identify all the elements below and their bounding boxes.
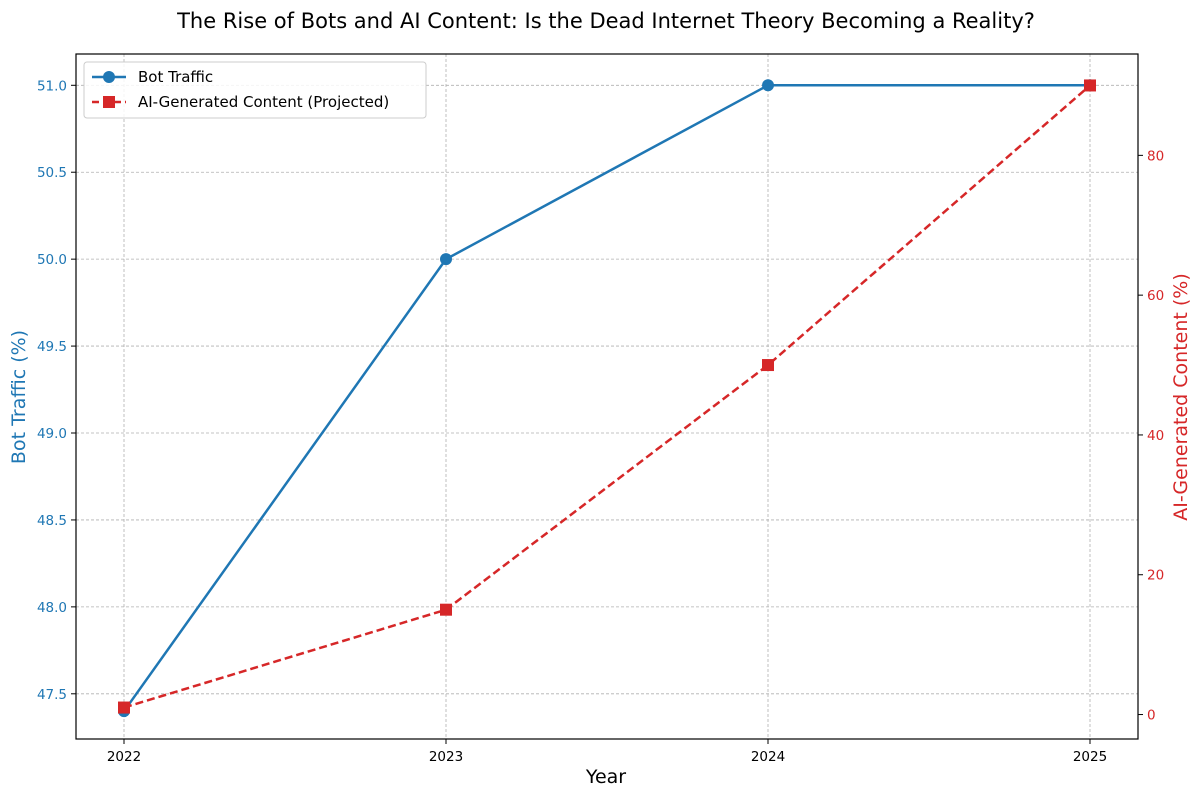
x-tick-label: 2024 — [751, 749, 785, 765]
left-y-tick-label: 48.5 — [37, 513, 67, 529]
series-layer — [118, 79, 1096, 718]
left-y-tick-label: 50.0 — [37, 252, 67, 268]
right-y-tick-label: 0 — [1147, 708, 1156, 724]
legend-marker-ai-content — [103, 96, 115, 108]
axes: 2022 2023 2024 2025 47.5 48.0 48.5 49.0 49.5 50.0… — [37, 78, 1164, 765]
plot-frame — [75, 53, 1139, 740]
legend-box — [83, 61, 427, 119]
data-point-square — [440, 603, 452, 616]
right-y-tick-label: 40 — [1147, 428, 1164, 444]
data-point-square — [1084, 79, 1096, 92]
x-axis-label: Year — [585, 766, 626, 788]
data-point-square — [762, 359, 774, 372]
left-y-tick-label: 48.0 — [37, 600, 67, 616]
legend: Bot Traffic AI-Generated Content (Projec… — [83, 61, 427, 119]
left-y-tick-label: 51.0 — [37, 78, 67, 94]
grid — [76, 54, 1138, 739]
chart-title: The Rise of Bots and AI Content: Is the … — [176, 9, 1035, 33]
right-y-axis-label: AI-Generated Content (%) — [1170, 273, 1192, 520]
left-y-tick-label: 47.5 — [37, 687, 67, 703]
left-y-tick-label: 50.5 — [37, 165, 67, 181]
legend-marker-bot-traffic — [103, 71, 115, 83]
left-y-tick-label: 49.5 — [37, 339, 67, 355]
data-point-circle — [440, 253, 452, 266]
legend-label-ai-content: AI-Generated Content (Projected) — [138, 93, 389, 111]
left-y-tick-label: 49.0 — [37, 426, 67, 442]
legend-label-bot-traffic: Bot Traffic — [138, 68, 213, 86]
left-y-axis-label: Bot Traffic (%) — [8, 330, 30, 464]
series-line-1 — [123, 84, 1091, 709]
x-tick-label: 2022 — [107, 749, 141, 765]
x-tick-label: 2025 — [1073, 749, 1107, 765]
series-line-0 — [122, 84, 1090, 712]
data-point-square — [118, 701, 130, 714]
right-y-tick-label: 60 — [1147, 288, 1164, 304]
data-point-circle — [762, 79, 774, 92]
right-y-tick-label: 80 — [1147, 148, 1164, 164]
x-tick-label: 2023 — [429, 749, 463, 765]
right-y-tick-label: 20 — [1147, 568, 1164, 584]
